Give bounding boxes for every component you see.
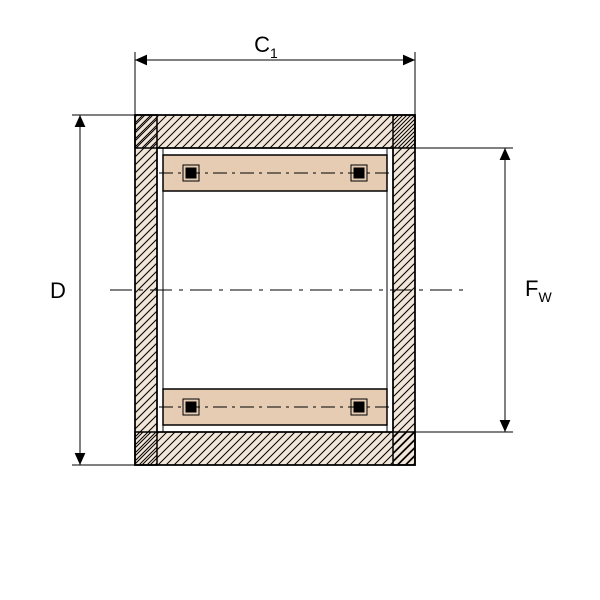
dimension-d-label: D xyxy=(50,278,66,303)
dimension-c1-label: C1 xyxy=(254,32,278,61)
dimension-fw-label: FW xyxy=(525,276,552,305)
